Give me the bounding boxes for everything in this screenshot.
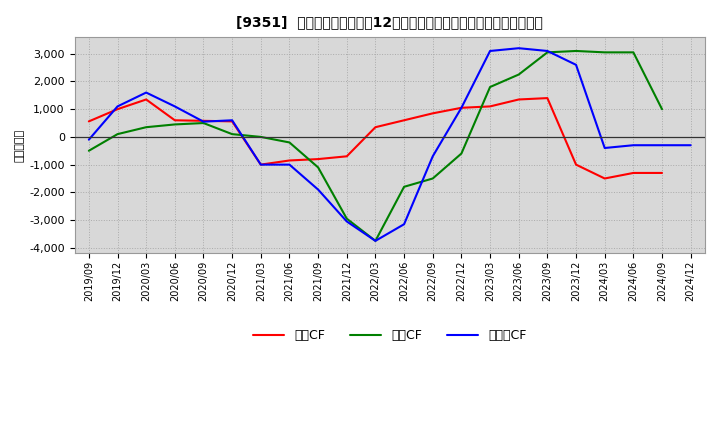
投資CF [600,50,609,55]
フリーCF [543,48,552,54]
投資CF [572,48,580,54]
営業CF [514,97,523,102]
フリーCF [84,137,93,142]
営業CF [256,162,265,167]
投資CF [543,50,552,55]
営業CF [314,157,323,162]
営業CF [657,170,666,176]
投資CF [629,50,638,55]
フリーCF [686,143,695,148]
営業CF [199,118,208,124]
フリーCF [629,143,638,148]
フリーCF [343,219,351,224]
フリーCF [600,145,609,150]
営業CF [600,176,609,181]
Title: [9351]  キャッシュフローの12か月移動合計の対前年同期増減額の推移: [9351] キャッシュフローの12か月移動合計の対前年同期増減額の推移 [236,15,543,29]
フリーCF [486,48,495,54]
投資CF [371,238,379,243]
投資CF [428,176,437,181]
投資CF [228,132,236,137]
Line: 投資CF: 投資CF [89,51,662,241]
フリーCF [199,119,208,124]
投資CF [142,125,150,130]
投資CF [400,184,408,190]
営業CF [428,111,437,116]
投資CF [199,121,208,126]
フリーCF [256,162,265,167]
投資CF [457,151,466,156]
フリーCF [514,46,523,51]
投資CF [343,216,351,221]
フリーCF [657,143,666,148]
フリーCF [371,238,379,243]
営業CF [572,162,580,167]
フリーCF [228,117,236,123]
フリーCF [314,187,323,192]
投資CF [514,72,523,77]
Line: 営業CF: 営業CF [89,98,662,179]
営業CF [457,105,466,110]
営業CF [343,154,351,159]
営業CF [171,117,179,123]
フリーCF [142,90,150,95]
営業CF [486,104,495,109]
営業CF [84,119,93,124]
Line: フリーCF: フリーCF [89,48,690,241]
フリーCF [400,222,408,227]
投資CF [285,140,294,145]
フリーCF [457,105,466,110]
フリーCF [428,154,437,159]
投資CF [486,84,495,90]
営業CF [371,125,379,130]
投資CF [113,132,122,137]
営業CF [113,106,122,112]
営業CF [285,158,294,163]
営業CF [629,170,638,176]
投資CF [84,148,93,154]
フリーCF [285,162,294,167]
投資CF [171,122,179,127]
営業CF [142,97,150,102]
投資CF [256,134,265,139]
営業CF [400,117,408,123]
Y-axis label: （百万円）: （百万円） [15,128,25,162]
営業CF [543,95,552,101]
フリーCF [171,104,179,109]
Legend: 営業CF, 投資CF, フリーCF: 営業CF, 投資CF, フリーCF [253,329,527,342]
投資CF [314,165,323,170]
フリーCF [572,62,580,67]
投資CF [657,106,666,112]
営業CF [228,119,236,124]
フリーCF [113,104,122,109]
